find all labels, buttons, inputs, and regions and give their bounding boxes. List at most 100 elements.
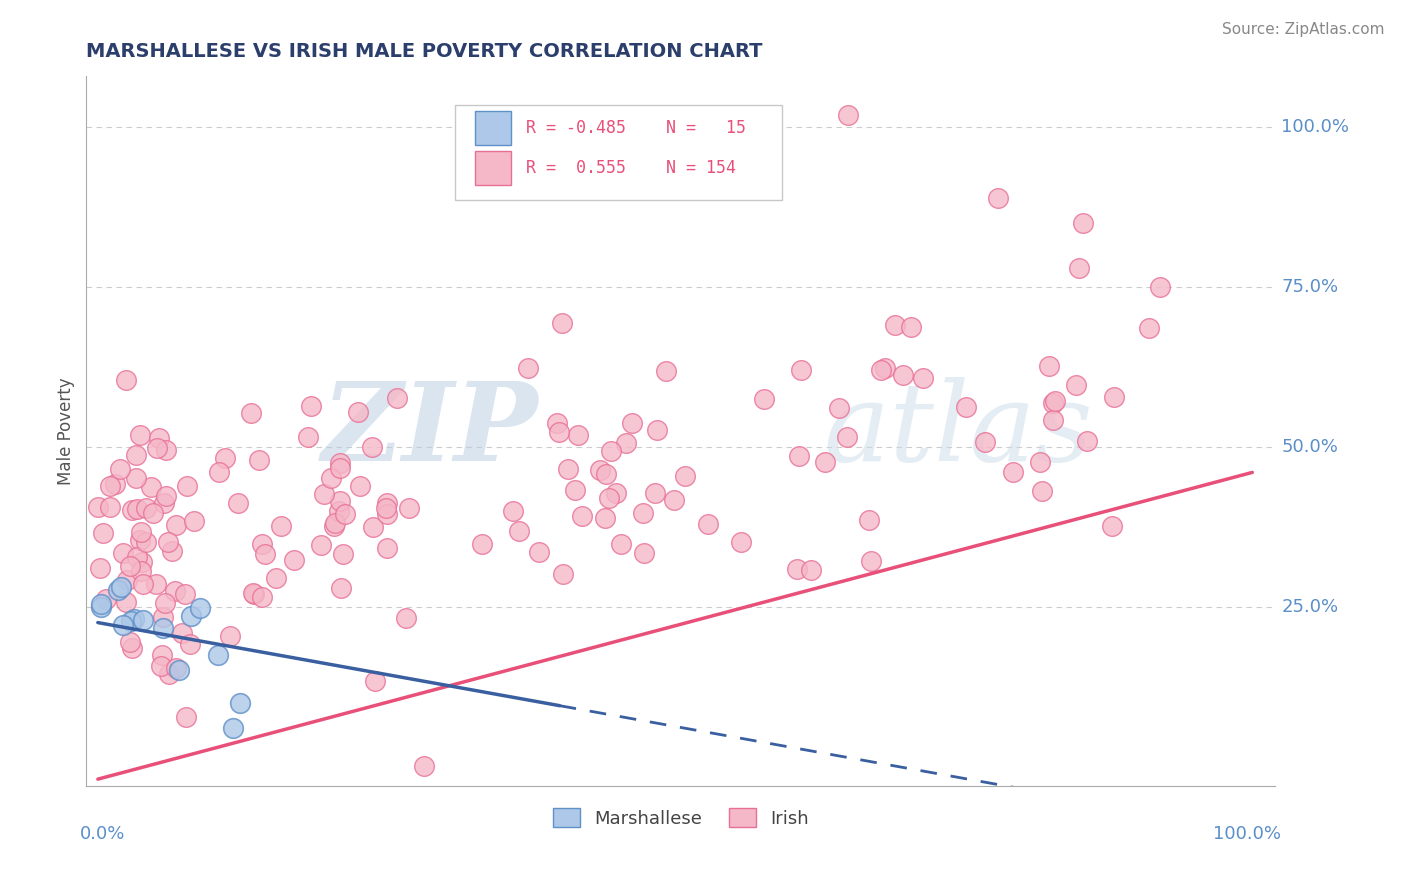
Point [122,611,145,625]
Point [149,658,172,673]
Point [125,448,148,462]
Point [87,500,110,514]
Point [131,577,153,591]
Point [633,506,655,520]
Point [135,500,157,515]
Point [787,449,810,463]
Point [600,444,623,458]
Point [516,360,538,375]
Point [183,515,205,529]
Point [89,561,111,575]
Point [176,479,198,493]
Point [132,614,155,628]
Point [837,429,859,443]
Point [240,406,263,420]
Point [349,479,371,493]
Point [155,443,177,458]
Point [557,462,579,476]
Text: 50.0%: 50.0% [1281,438,1339,456]
Point [252,590,274,604]
Point [153,596,176,610]
Point [111,618,134,632]
Point [90,597,112,611]
Point [529,545,551,559]
Point [363,673,385,688]
Point [893,368,915,382]
Point [502,504,524,518]
Point [398,500,420,515]
Point [254,547,277,561]
Point [551,316,574,330]
Point [752,392,775,407]
Point [167,663,190,677]
Point [153,496,176,510]
Point [696,516,718,531]
Point [152,621,174,635]
Point [120,614,142,628]
Point [385,391,408,405]
Point [329,461,352,475]
Point [605,486,627,500]
Point [208,465,231,479]
Point [228,696,250,710]
Point [91,525,114,540]
Point [1102,390,1125,404]
Point [312,487,335,501]
Point [330,581,353,595]
Point [508,524,530,538]
Point [655,364,678,378]
Point [90,600,112,615]
Text: MARSHALLESE VS IRISH MALE POVERTY CORRELATION CHART: MARSHALLESE VS IRISH MALE POVERTY CORREL… [86,42,763,61]
Point [222,721,245,735]
Point [645,423,668,437]
Point [614,435,637,450]
Point [1042,396,1064,410]
Point [858,513,880,527]
Point [790,363,813,377]
Point [955,400,977,414]
Point [1071,216,1094,230]
Point [121,640,143,655]
Point [219,630,242,644]
Point [973,435,995,450]
Point [1038,359,1060,374]
Point [1137,321,1160,335]
Point [321,471,343,485]
Point [139,480,162,494]
Point [1101,519,1123,533]
Point [264,571,287,585]
Point [571,509,593,524]
Point [471,537,494,551]
Point [250,536,273,550]
Point [242,585,264,599]
Point [108,461,131,475]
Point [174,587,197,601]
Point [1031,483,1053,498]
Point [786,561,808,575]
Point [323,519,346,533]
Point [1043,393,1066,408]
Text: 25.0%: 25.0% [1281,598,1339,615]
Point [1002,465,1025,479]
Point [103,476,125,491]
Point [588,462,610,476]
Point [598,491,620,505]
Point [377,496,399,510]
Point [593,511,616,525]
Point [243,586,266,600]
Point [395,611,418,625]
Text: 0.0%: 0.0% [80,824,125,843]
FancyBboxPatch shape [475,111,510,145]
Point [309,538,332,552]
Point [131,564,153,578]
Point [299,399,322,413]
Point [112,545,135,559]
Point [115,595,138,609]
Point [412,759,434,773]
Point [567,428,589,442]
Point [859,554,882,568]
Text: R = -0.485    N =   15: R = -0.485 N = 15 [526,119,747,137]
Point [673,469,696,483]
Point [157,666,180,681]
Point [148,431,170,445]
